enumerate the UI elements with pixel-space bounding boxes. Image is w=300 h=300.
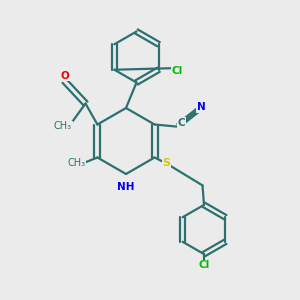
- Text: Cl: Cl: [198, 260, 210, 271]
- Text: NH: NH: [117, 182, 134, 192]
- Text: O: O: [60, 70, 69, 81]
- Text: C: C: [178, 118, 185, 128]
- Text: CH₃: CH₃: [54, 121, 72, 131]
- Text: CH₃: CH₃: [68, 158, 85, 169]
- Text: N: N: [196, 102, 206, 112]
- Text: S: S: [163, 158, 170, 169]
- Text: Cl: Cl: [171, 65, 183, 76]
